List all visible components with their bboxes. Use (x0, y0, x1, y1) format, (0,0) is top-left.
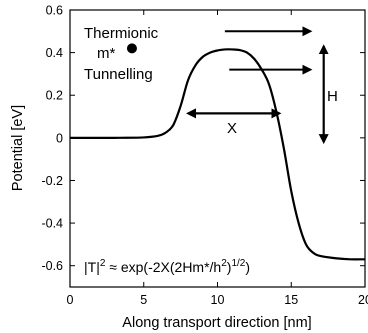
x-tick-label: 5 (140, 293, 147, 307)
formula-sup-1: 2 (100, 258, 106, 269)
y-tick-label: -0.6 (41, 259, 63, 273)
y-axis-title: Potential [eV] (10, 105, 26, 191)
formula-end: ) (245, 259, 250, 275)
y-tick-label: -0.4 (41, 217, 63, 231)
x-tick-label: 15 (284, 293, 298, 307)
particle-dot (126, 43, 137, 54)
tunnelling-label: Tunnelling (84, 66, 153, 83)
formula-sup-3: 1/2 (231, 258, 245, 269)
width-x-label: X (227, 120, 237, 137)
formula-mid: ≈ exp(-2X(2Hm*/h (105, 259, 221, 275)
x-tick-label: 0 (67, 293, 74, 307)
tunnelling-formula: |T|2 ≈ exp(-2X(2Hm*/h2)1/2) (84, 258, 250, 275)
thermionic-label: Thermionic (84, 25, 159, 42)
x-axis-ticks: 0 5 10 15 20 (67, 10, 368, 307)
y-tick-label: -0.2 (41, 174, 63, 188)
x-tick-label: 10 (211, 293, 225, 307)
formula-lhs: |T| (84, 259, 100, 275)
mass-label: m* (97, 45, 115, 62)
y-tick-label: 0 (56, 131, 63, 145)
y-tick-label: 0.6 (46, 4, 63, 18)
y-tick-label: 0.4 (46, 46, 63, 60)
y-axis-ticks: -0.6 -0.4 -0.2 0 0.2 0.4 0.6 (41, 4, 365, 273)
x-tick-label: 20 (358, 293, 368, 307)
height-h-label: H (327, 88, 338, 105)
formula-close: ) (227, 259, 232, 275)
y-tick-label: 0.2 (46, 89, 63, 103)
formula-sup-2: 2 (221, 258, 227, 269)
x-axis-title: Along transport direction [nm] (122, 315, 311, 331)
potential-curve (69, 48, 366, 261)
